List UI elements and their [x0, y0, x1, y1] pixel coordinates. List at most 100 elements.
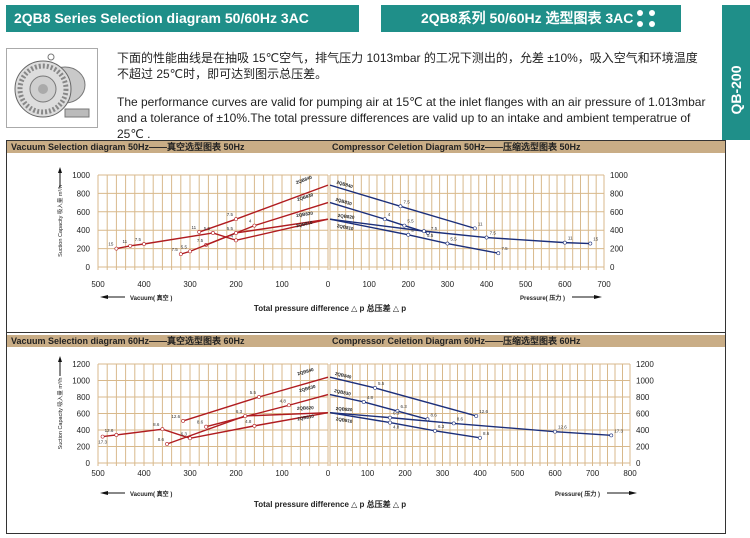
pressure-point-label: 5.5: [378, 381, 385, 386]
pressure-point-label: 7.5: [501, 246, 508, 251]
vacuum-point: [178, 252, 183, 257]
x-tick-label-pressure: 500: [519, 280, 533, 289]
y-tick-label-left: 400: [77, 426, 91, 435]
vacuum-point-label: 4: [249, 219, 252, 224]
pressure-point: [553, 429, 557, 434]
y-tick-label-left: 0: [86, 263, 91, 272]
pressure-point: [406, 232, 411, 237]
chart-band-50hz: Vacuum Selection diagram 50Hz——真空选型图表 50…: [7, 141, 725, 153]
x-tick-label-vacuum: 200: [229, 280, 243, 289]
pressure-point: [433, 428, 437, 433]
y-tick-label-right: 600: [610, 208, 624, 217]
vacuum-point: [181, 419, 186, 423]
x-tick-label-pressure: 600: [548, 469, 562, 478]
pressure-curve-label: 2QB840: [334, 371, 352, 380]
intro-en: The performance curves are valid for pum…: [117, 95, 706, 141]
vacuum-point-label: 8.6: [158, 437, 165, 442]
vacuum-point-label: 11: [123, 239, 128, 244]
chart-frame: [6, 140, 726, 534]
pressure-curve-label: 2QB810: [337, 223, 355, 231]
pressure-point: [474, 414, 479, 418]
y-tick-label-right: 800: [610, 189, 624, 198]
pressure-curve-label: 2QB840: [336, 180, 354, 190]
pressure-point-label: 11: [478, 221, 483, 226]
x-tick-label-vacuum: 400: [137, 469, 151, 478]
pump-image: [6, 48, 98, 128]
x-tick-label-vacuum: 0: [326, 280, 331, 289]
vacuum-point: [128, 243, 133, 248]
vacuum-point-label: 5.5: [204, 226, 211, 231]
x-tick-label-vacuum: 500: [91, 469, 105, 478]
vacuum-point: [160, 427, 165, 432]
pressure-point: [445, 241, 450, 246]
vacuum-point: [114, 246, 119, 251]
vacuum-arrow-head-icon: [100, 295, 108, 299]
pressure-point: [388, 420, 392, 425]
side-tab-label: QB-200: [728, 65, 744, 115]
side-channel-blower-icon: [14, 53, 90, 118]
pressure-curve-label: 2QB810: [335, 416, 353, 424]
x-tick-label-vacuum: 400: [137, 280, 151, 289]
vacuum-point: [114, 433, 119, 437]
pressure-point: [402, 223, 407, 228]
y-tick-label-left: 0: [86, 459, 91, 468]
y-tick-label-left: 600: [77, 208, 91, 217]
pressure-point-label: 4: [388, 212, 391, 217]
vacuum-point: [211, 231, 215, 235]
pressure-curve-2qb810: [329, 411, 481, 439]
y-tick-label-left: 1200: [72, 360, 90, 369]
pressure-curve-label: 2QB830: [335, 197, 353, 207]
pressure-curve-label: 2QB830: [334, 388, 352, 397]
y-tick-label-right: 800: [636, 393, 650, 402]
vacuum-point: [257, 395, 261, 399]
vacuum-curve-label: 2QB820: [296, 210, 314, 218]
side-tab: QB-200: [722, 5, 750, 140]
x-tick-label-pressure: 100: [362, 280, 376, 289]
vacuum-point: [252, 223, 257, 228]
pressure-point-label: 4.8: [393, 425, 400, 430]
pressure-point-label: 11: [568, 236, 573, 241]
vacuum-point: [286, 403, 291, 408]
pressure-point-label: 12.6: [558, 425, 567, 430]
pressure-point-label: 12.6: [479, 409, 488, 414]
y-tick-label-left: 1000: [72, 171, 90, 180]
vacuum-curve-2qb820: [180, 218, 329, 255]
pressure-curve-label: 2QB820: [338, 213, 356, 220]
pressure-point: [395, 409, 400, 413]
vacuum-point: [252, 423, 257, 428]
vacuum-point-label: 15: [108, 242, 114, 247]
y-tick-label-right: 1200: [636, 360, 654, 369]
vacuum-curve-label: 2QB810: [297, 413, 315, 421]
x-tick-label-pressure: 200: [402, 280, 416, 289]
pressure-point: [609, 433, 614, 438]
x-tick-label-pressure: 600: [558, 280, 572, 289]
y-tick-label-left: 600: [77, 410, 91, 419]
pressure-point: [388, 415, 392, 420]
x-tick-label-pressure: 500: [511, 469, 525, 478]
pressure-point-label: 7.5: [403, 199, 410, 204]
x-tick-label-pressure: 700: [586, 469, 600, 478]
pressure-point-label: 7.5: [490, 231, 497, 236]
pressure-point-label: 6.3: [438, 424, 445, 429]
pressure-curve-label: 2QB820: [336, 406, 354, 412]
intro-text: 下面的性能曲线是在抽吸 15℃空气，排气压力 1013mbar 的工况下测出的，…: [117, 50, 707, 154]
header-title-cn-bar: 2QB8系列 50/60Hz 选型图表 3AC: [381, 5, 681, 32]
four-dots-icon: [637, 10, 659, 28]
x-tick-label-vacuum: 300: [183, 469, 197, 478]
band-compressor-50hz: Compressor Celetion Diagram 50Hz——压缩选型图表…: [332, 142, 581, 152]
pressure-point: [496, 251, 501, 256]
band-vacuum-50hz: Vacuum Selection diagram 50Hz——真空选型图表 50…: [11, 142, 245, 152]
y-tick-label-left: 400: [77, 226, 91, 235]
x-tick-label-vacuum: 300: [183, 280, 197, 289]
y-tick-label-right: 600: [636, 410, 650, 419]
y-tick-label-left: 800: [77, 189, 91, 198]
vacuum-point-label: 8.6: [153, 422, 160, 427]
header-title-cn: 2QB8系列 50/60Hz 选型图表 3AC: [421, 10, 634, 26]
vacuum-point: [204, 424, 209, 429]
vacuum-point: [165, 442, 169, 446]
pressure-point-label: 17.3: [614, 428, 623, 433]
vacuum-arrow-head-icon: [100, 491, 108, 495]
vacuum-curve-label: 2QB840: [295, 174, 313, 185]
